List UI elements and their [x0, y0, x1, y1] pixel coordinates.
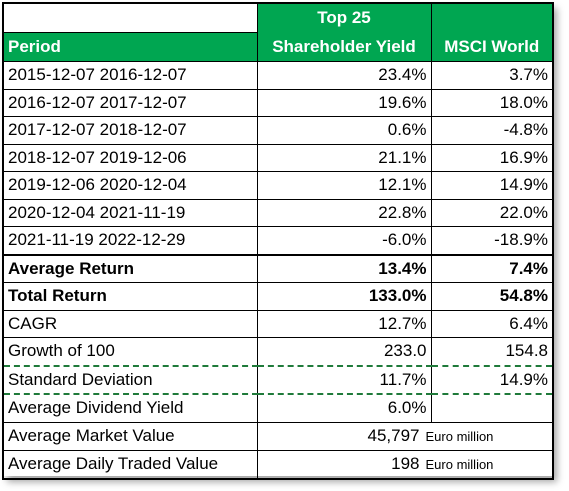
average-return-top25: 13.4%: [256, 253, 432, 283]
period-label: 2021-11-19 2022-12-29: [2, 226, 258, 255]
total-return-msci: 54.8%: [430, 282, 554, 311]
total-return-row: Total Return 133.0% 54.8%: [2, 282, 554, 311]
cagr-label: CAGR: [2, 309, 258, 338]
top25-value: 12.1%: [256, 171, 432, 200]
returns-table: Top 25 Period Shareholder Yield MSCI Wor…: [2, 2, 554, 480]
cagr-msci: 6.4%: [430, 309, 554, 338]
cagr-top25: 12.7%: [256, 309, 432, 338]
average-return-row: Average Return 13.4% 7.4%: [2, 253, 554, 283]
header-row-1: Top 25: [2, 2, 554, 33]
msci-value: 14.9%: [430, 171, 554, 200]
table-row: 2019-12-06 2020-12-04 12.1% 14.9%: [2, 171, 554, 200]
period-label: 2018-12-07 2019-12-06: [2, 143, 258, 172]
dividend-yield-top25: 6.0%: [256, 393, 432, 423]
period-label: 2016-12-07 2017-12-07: [2, 88, 258, 117]
total-return-label: Total Return: [2, 282, 258, 311]
header-top25-line2: Shareholder Yield: [256, 32, 432, 62]
dividend-yield-label: Average Dividend Yield: [2, 393, 258, 423]
growth-label: Growth of 100: [2, 337, 258, 366]
msci-value: 16.9%: [430, 143, 554, 172]
table-row: 2018-12-07 2019-12-06 21.1% 16.9%: [2, 143, 554, 172]
top25-value: 23.4%: [256, 61, 432, 90]
table-row: 2016-12-07 2017-12-07 19.6% 18.0%: [2, 88, 554, 117]
msci-value: -4.8%: [430, 116, 554, 145]
daily-traded-label: Average Daily Traded Value: [2, 449, 258, 479]
std-dev-label: Standard Deviation: [2, 364, 258, 395]
std-dev-top25: 11.7%: [256, 364, 432, 395]
period-label: 2020-12-04 2021-11-19: [2, 198, 258, 227]
top25-value: -6.0%: [256, 226, 432, 255]
market-value-label: Average Market Value: [2, 421, 258, 451]
growth-msci: 154.8: [430, 337, 554, 366]
msci-value: 22.0%: [430, 198, 554, 227]
msci-value: 3.7%: [430, 61, 554, 90]
table-row: 2015-12-07 2016-12-07 23.4% 3.7%: [2, 61, 554, 90]
header-msci-top: [430, 2, 554, 33]
std-dev-msci: 14.9%: [430, 364, 554, 395]
table-row: 2017-12-07 2018-12-07 0.6% -4.8%: [2, 116, 554, 145]
market-value-row: Average Market Value 45,797 Euro million: [2, 421, 554, 451]
returns-table-frame: Top 25 Period Shareholder Yield MSCI Wor…: [2, 2, 554, 480]
dividend-yield-row: Average Dividend Yield 6.0%: [2, 393, 554, 423]
average-return-msci: 7.4%: [430, 253, 554, 283]
msci-value: -18.9%: [430, 226, 554, 255]
daily-traded-cell: 198 Euro million: [256, 449, 554, 479]
std-dev-row: Standard Deviation 11.7% 14.9%: [2, 364, 554, 395]
growth-row: Growth of 100 233.0 154.8: [2, 337, 554, 366]
header-row-2: Period Shareholder Yield MSCI World: [2, 32, 554, 62]
period-label: 2017-12-07 2018-12-07: [2, 116, 258, 145]
growth-top25: 233.0: [256, 337, 432, 366]
top25-value: 0.6%: [256, 116, 432, 145]
daily-traded-unit: Euro million: [425, 456, 494, 472]
top25-value: 22.8%: [256, 198, 432, 227]
header-period: Period: [2, 32, 258, 62]
top25-value: 19.6%: [256, 88, 432, 117]
top25-value: 21.1%: [256, 143, 432, 172]
daily-traded-top25: 198: [391, 453, 420, 473]
period-label: 2015-12-07 2016-12-07: [2, 61, 258, 90]
market-value-cell: 45,797 Euro million: [256, 421, 554, 451]
market-value-unit: Euro million: [425, 428, 494, 444]
period-label: 2019-12-06 2020-12-04: [2, 171, 258, 200]
cagr-row: CAGR 12.7% 6.4%: [2, 309, 554, 338]
header-msci: MSCI World: [430, 32, 554, 62]
header-blank-cell: [2, 2, 258, 33]
table-row: 2021-11-19 2022-12-29 -6.0% -18.9%: [2, 226, 554, 255]
msci-value: 18.0%: [430, 88, 554, 117]
market-value-top25: 45,797: [367, 425, 420, 445]
average-return-label: Average Return: [2, 253, 258, 283]
table-row: 2020-12-04 2021-11-19 22.8% 22.0%: [2, 198, 554, 227]
dividend-yield-msci: [430, 393, 554, 423]
total-return-top25: 133.0%: [256, 282, 432, 311]
header-top25-line1: Top 25: [256, 2, 432, 33]
daily-traded-row: Average Daily Traded Value 198 Euro milli…: [2, 449, 554, 479]
